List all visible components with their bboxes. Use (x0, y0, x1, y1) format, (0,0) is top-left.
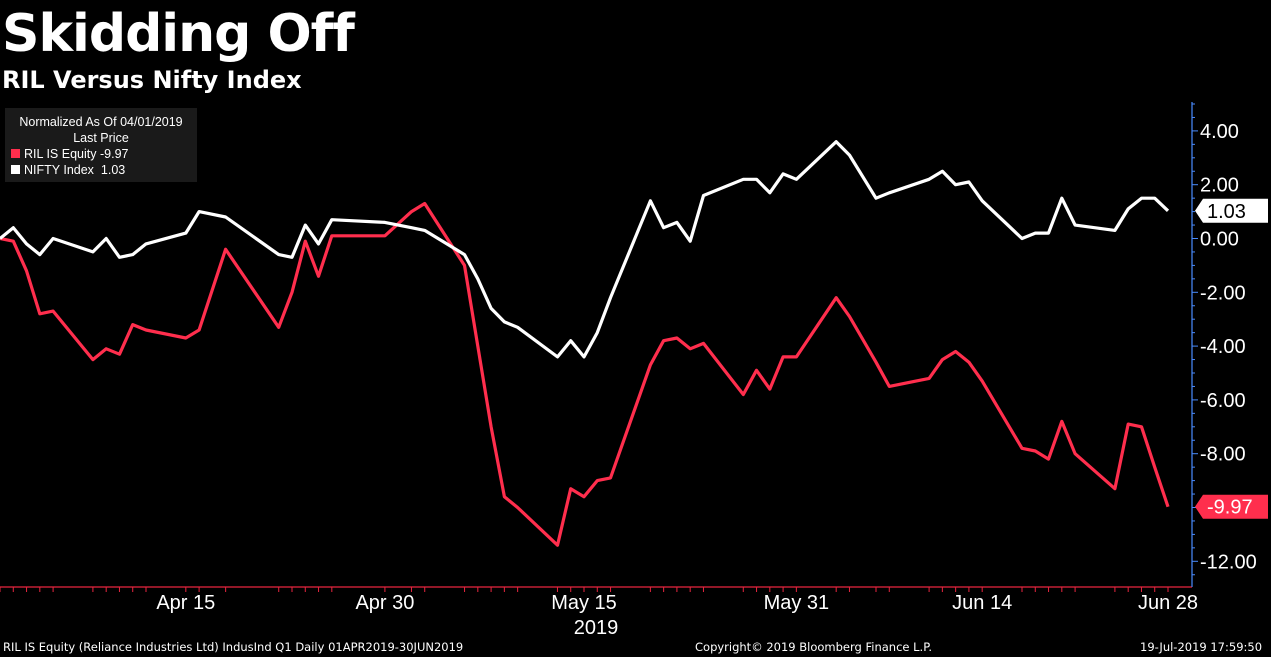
legend-item-nifty: NIFTY Index 1.03 (5, 162, 197, 178)
series-line-ril (0, 201, 1170, 547)
y-tick-label: -4.00 (1200, 336, 1246, 358)
legend-box: Normalized As Of 04/01/2019 Last Price R… (5, 108, 197, 182)
last-value-flag (1195, 494, 1268, 519)
y-tick-label: -12.00 (1200, 551, 1257, 573)
x-tick-label: Apr 15 (156, 592, 215, 614)
x-year-label: 2019 (574, 617, 619, 639)
y-tick-label: 0.00 (1200, 229, 1239, 251)
y-tick-label: -2.00 (1200, 282, 1246, 304)
last-value-label: -9.97 (1207, 497, 1253, 519)
x-tick-label: May 31 (764, 592, 830, 614)
y-tick-label: -8.00 (1200, 444, 1246, 466)
legend-swatch-nifty (11, 165, 20, 174)
legend-label-nifty: NIFTY Index (24, 163, 94, 177)
chart-title: Skidding Off (2, 4, 355, 64)
footer-copyright: Copyright© 2019 Bloomberg Finance L.P. (695, 640, 932, 654)
last-value-flag (1195, 198, 1268, 223)
y-tick-label: 2.00 (1200, 175, 1239, 197)
x-tick-label: Apr 30 (355, 592, 414, 614)
legend-swatch-ril (11, 149, 20, 158)
chart-subtitle: RIL Versus Nifty Index (2, 66, 302, 94)
footer-timestamp: 19-Jul-2019 17:59:50 (1140, 640, 1263, 654)
x-tick-label: May 15 (551, 592, 617, 614)
series-line-nifty (0, 140, 1170, 359)
legend-label-ril: RIL IS Equity (24, 147, 97, 161)
legend-normalized-label: Normalized As Of 04/01/2019 (19, 115, 183, 129)
legend-value-ril: -9.97 (99, 147, 129, 161)
x-tick-label: Jun 14 (952, 592, 1012, 614)
footer-source: RIL IS Equity (Reliance Industries Ltd) … (3, 640, 464, 654)
x-tick-label: Jun 28 (1138, 592, 1198, 614)
legend-item-ril: RIL IS Equity -9.97 (5, 146, 197, 162)
last-value-label: 1.03 (1207, 201, 1246, 223)
legend-last-price-label: Last Price (73, 131, 129, 145)
y-tick-label: 4.00 (1200, 121, 1239, 143)
y-tick-label: -6.00 (1200, 390, 1246, 412)
legend-value-nifty: 1.03 (100, 163, 126, 177)
